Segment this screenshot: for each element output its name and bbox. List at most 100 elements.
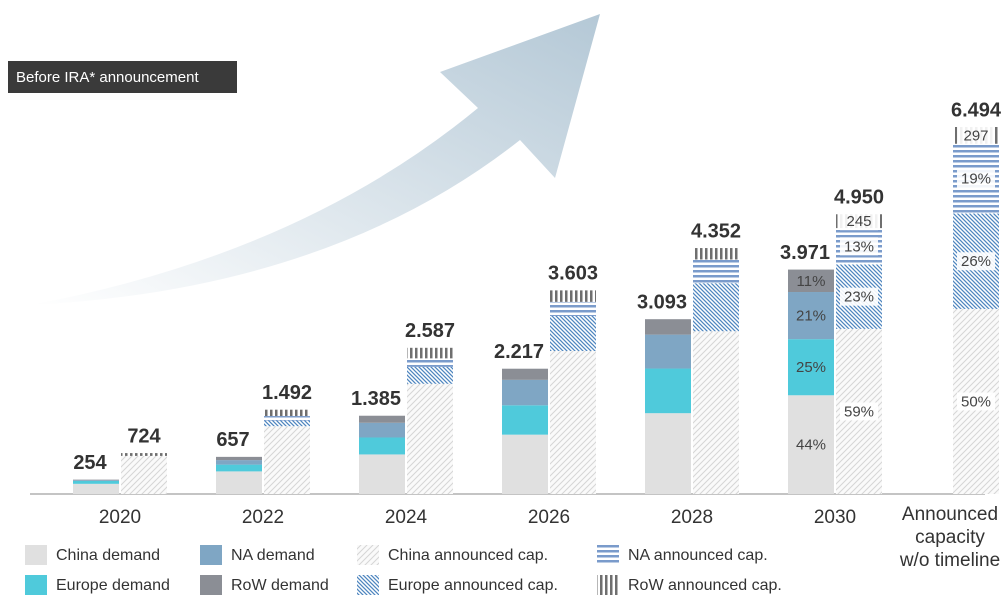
legend-swatch	[597, 575, 619, 595]
segment-label: 13%	[844, 238, 874, 255]
bar-segment	[788, 292, 834, 340]
bar-segment	[407, 358, 453, 367]
legend-label: China announced cap.	[388, 547, 548, 564]
bar-segment	[264, 426, 310, 494]
bar-segment	[550, 351, 596, 494]
bar-segment	[502, 405, 548, 435]
legend-label: RoW demand	[231, 577, 329, 594]
total-label: 3.603	[548, 263, 598, 285]
segment-label: 44%	[796, 437, 826, 454]
trend-arrow	[30, 14, 600, 305]
legend-label: China demand	[56, 547, 160, 564]
annotation-box	[8, 61, 237, 93]
legend-swatch	[25, 545, 47, 565]
bar-segment	[407, 383, 453, 494]
legend-swatch	[597, 545, 619, 565]
bar-segment	[502, 368, 548, 380]
legend-label: NA demand	[231, 547, 315, 564]
annotation: Before IRA* announcement	[16, 69, 199, 86]
total-label: 2.587	[405, 320, 455, 342]
x-tick-label: 2020	[99, 507, 141, 528]
legend-label: Europe demand	[56, 577, 170, 594]
segment-label: 23%	[844, 289, 874, 306]
legend-label: NA announced cap.	[628, 547, 768, 564]
total-label: 3.971	[780, 242, 830, 264]
bar-segment	[550, 301, 596, 316]
bar-segment	[264, 420, 310, 427]
bar-segment	[121, 453, 167, 456]
total-label: 1.492	[262, 382, 312, 404]
segment-label: 25%	[796, 359, 826, 376]
bar-segment	[216, 471, 262, 494]
bar-segment	[502, 379, 548, 406]
x-tick-label: 2028	[671, 507, 713, 528]
legend-swatch	[200, 575, 222, 595]
x-tick-label: 2024	[385, 507, 428, 528]
label-box	[840, 212, 878, 231]
segment-label: 245	[846, 213, 871, 230]
bar-segment	[73, 483, 119, 494]
bar-segment	[264, 409, 310, 417]
bar-segment	[359, 437, 405, 455]
bar-segment	[216, 464, 262, 472]
label-box	[840, 402, 878, 421]
label-box	[957, 126, 995, 145]
x-tick-label: 2030	[814, 507, 856, 528]
bar-segment	[788, 269, 834, 293]
label-box	[957, 169, 995, 188]
x-tick-label: Announced capacity w/o timeline	[899, 504, 1001, 571]
bar-segment	[693, 283, 739, 332]
legend-swatch	[357, 545, 379, 565]
segment-label: 50%	[961, 393, 991, 410]
bar-segment	[264, 416, 310, 421]
total-label: 4.950	[834, 187, 884, 209]
x-tick-label: 2022	[242, 507, 284, 528]
bar-segment	[359, 415, 405, 423]
legend-label: RoW announced cap.	[628, 577, 782, 594]
total-label: 724	[127, 425, 161, 447]
total-label: 2.217	[494, 341, 544, 363]
legend-swatch	[25, 575, 47, 595]
x-tick-label: 2026	[528, 507, 570, 528]
bar-segment	[550, 315, 596, 352]
bar-segment	[359, 422, 405, 438]
segment-label: 11%	[797, 273, 826, 290]
bar-segment	[645, 334, 691, 369]
bar-segment	[407, 347, 453, 359]
bar-segment	[693, 248, 739, 260]
bar-segment	[407, 366, 453, 384]
bar-segment	[788, 339, 834, 396]
segment-label: 26%	[961, 253, 991, 270]
bar-segment	[645, 368, 691, 414]
bar-segment	[121, 455, 167, 494]
total-label: 4.352	[691, 220, 741, 242]
bar-segment	[216, 460, 262, 465]
bar-segment	[693, 259, 739, 284]
bar-segment	[73, 479, 119, 481]
total-label: 254	[73, 452, 107, 474]
bar-segment	[788, 395, 834, 494]
bar-segment	[216, 456, 262, 461]
bar-segment	[645, 319, 691, 335]
segment-label: 59%	[844, 403, 874, 420]
total-label: 657	[216, 429, 249, 451]
bar-segment	[502, 434, 548, 494]
label-box	[840, 237, 878, 256]
segment-label: 19%	[961, 171, 991, 188]
legend-label: Europe announced cap.	[388, 577, 558, 594]
bar-segment	[359, 454, 405, 494]
bar-segment	[73, 480, 119, 482]
label-box	[957, 252, 995, 271]
segment-label: 21%	[796, 308, 826, 325]
total-label: 6.494	[951, 99, 1002, 121]
total-label: 3.093	[637, 291, 687, 313]
bar-segment	[73, 481, 119, 484]
bar-segment	[645, 413, 691, 494]
total-label: 1.385	[351, 388, 401, 410]
legend-swatch	[200, 545, 222, 565]
legend-swatch	[357, 575, 379, 595]
bar-segment	[550, 290, 596, 302]
bar-segment	[693, 331, 739, 494]
